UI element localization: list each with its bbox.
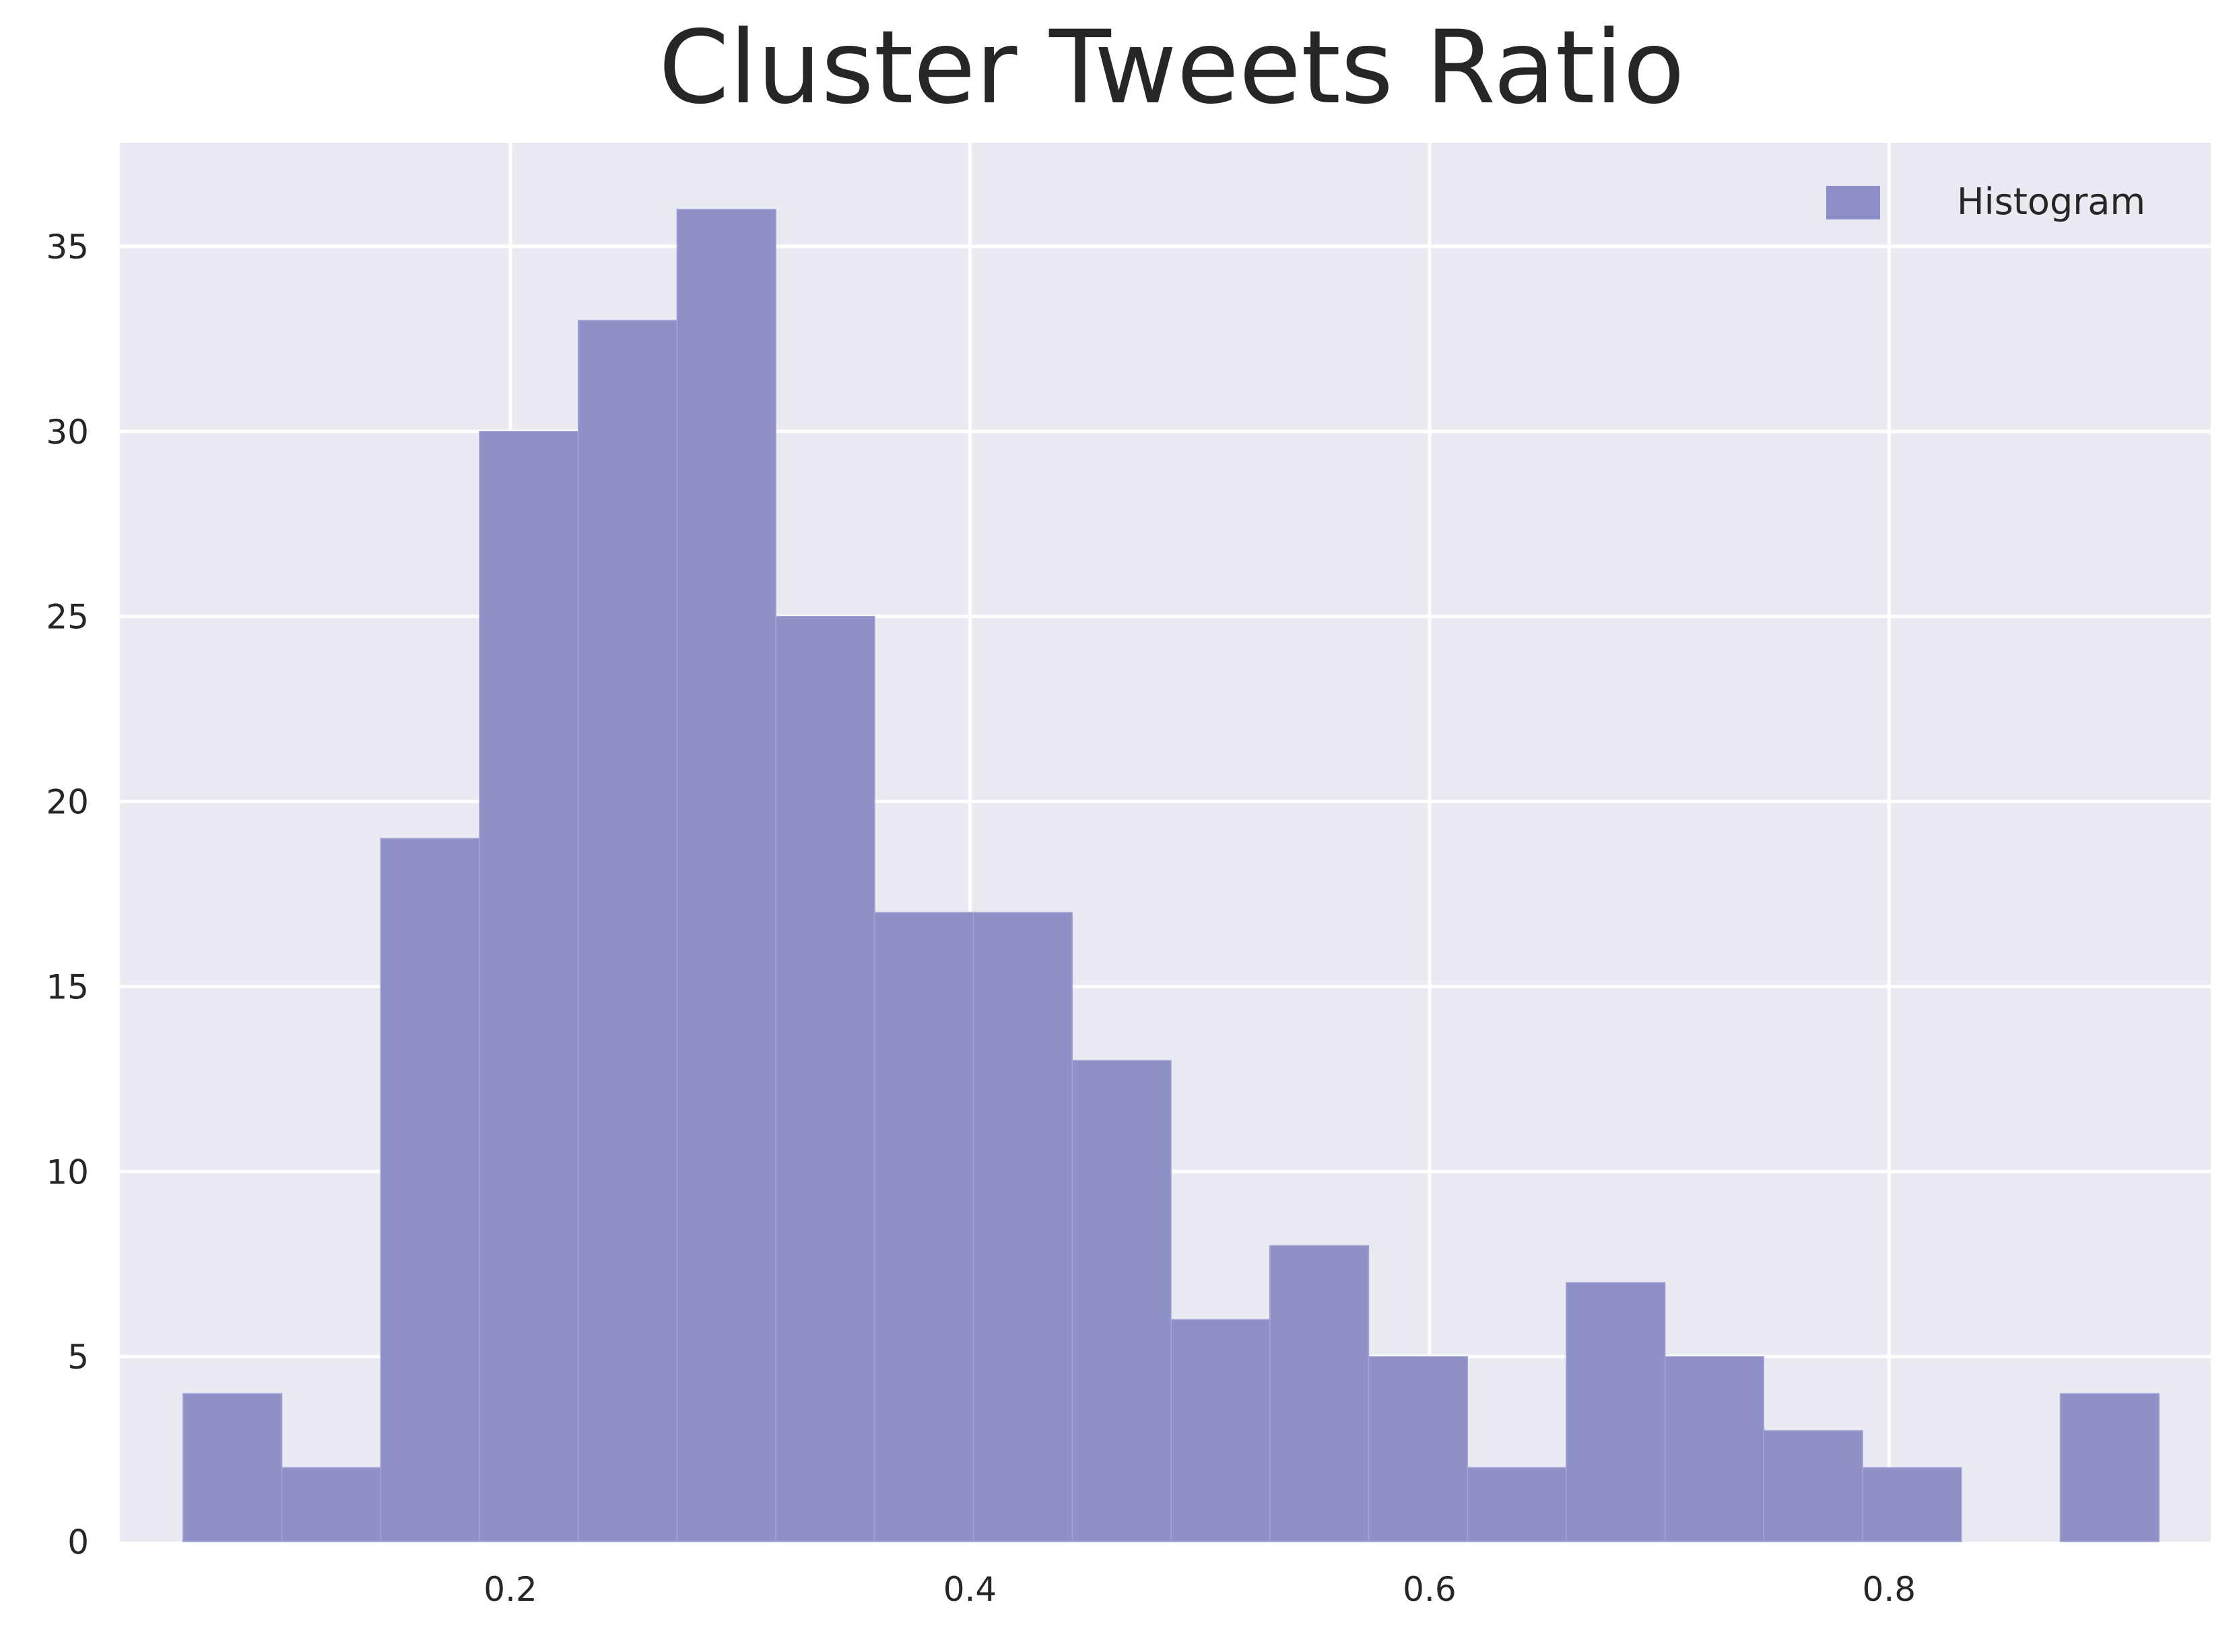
histogram-bar — [1763, 1430, 1863, 1542]
histogram-bar — [479, 431, 579, 1542]
histogram-bar — [2059, 1393, 2160, 1542]
histogram-bar — [1566, 1282, 1666, 1542]
chart-title: Cluster Tweets Ratio — [659, 9, 1685, 127]
histogram-bar — [1269, 1245, 1370, 1542]
histogram-bar — [676, 209, 776, 1542]
legend-label: Histogram — [1957, 180, 2145, 223]
histogram-bar — [1170, 1319, 1271, 1542]
x-tick-label: 0.2 — [483, 1570, 537, 1609]
x-tick-label: 0.8 — [1863, 1570, 1916, 1609]
grid-lines — [120, 143, 2211, 1542]
x-tick-label: 0.4 — [943, 1570, 997, 1609]
legend-swatch — [1826, 186, 1880, 219]
y-tick-label: 20 — [46, 783, 89, 822]
y-tick-label: 30 — [46, 413, 89, 452]
x-axis-ticks: 0.2 0.4 0.6 0.8 — [483, 1570, 1916, 1609]
histogram-bars — [182, 209, 2160, 1542]
histogram-bar — [182, 1393, 283, 1542]
legend: Histogram — [1826, 180, 2145, 223]
y-tick-label: 25 — [46, 598, 89, 637]
histogram-bar — [1467, 1467, 1567, 1542]
histogram-bar — [775, 615, 875, 1542]
histogram-bar — [972, 911, 1073, 1542]
y-tick-label: 10 — [46, 1152, 89, 1192]
histogram-bar — [577, 320, 678, 1542]
y-tick-label: 5 — [67, 1338, 89, 1377]
y-tick-label: 0 — [67, 1523, 89, 1562]
histogram-bar — [1368, 1356, 1468, 1542]
y-tick-label: 35 — [46, 228, 89, 267]
histogram-bar — [1862, 1467, 1962, 1542]
histogram-bar — [380, 837, 480, 1542]
y-tick-label: 15 — [46, 967, 89, 1006]
histogram-bar — [874, 911, 974, 1542]
x-tick-label: 0.6 — [1403, 1570, 1457, 1609]
histogram-bar — [281, 1467, 382, 1542]
histogram-bar — [1071, 1060, 1172, 1542]
histogram-bar — [1664, 1356, 1765, 1542]
y-axis-ticks: 0 5 10 15 20 25 30 35 — [46, 228, 89, 1562]
